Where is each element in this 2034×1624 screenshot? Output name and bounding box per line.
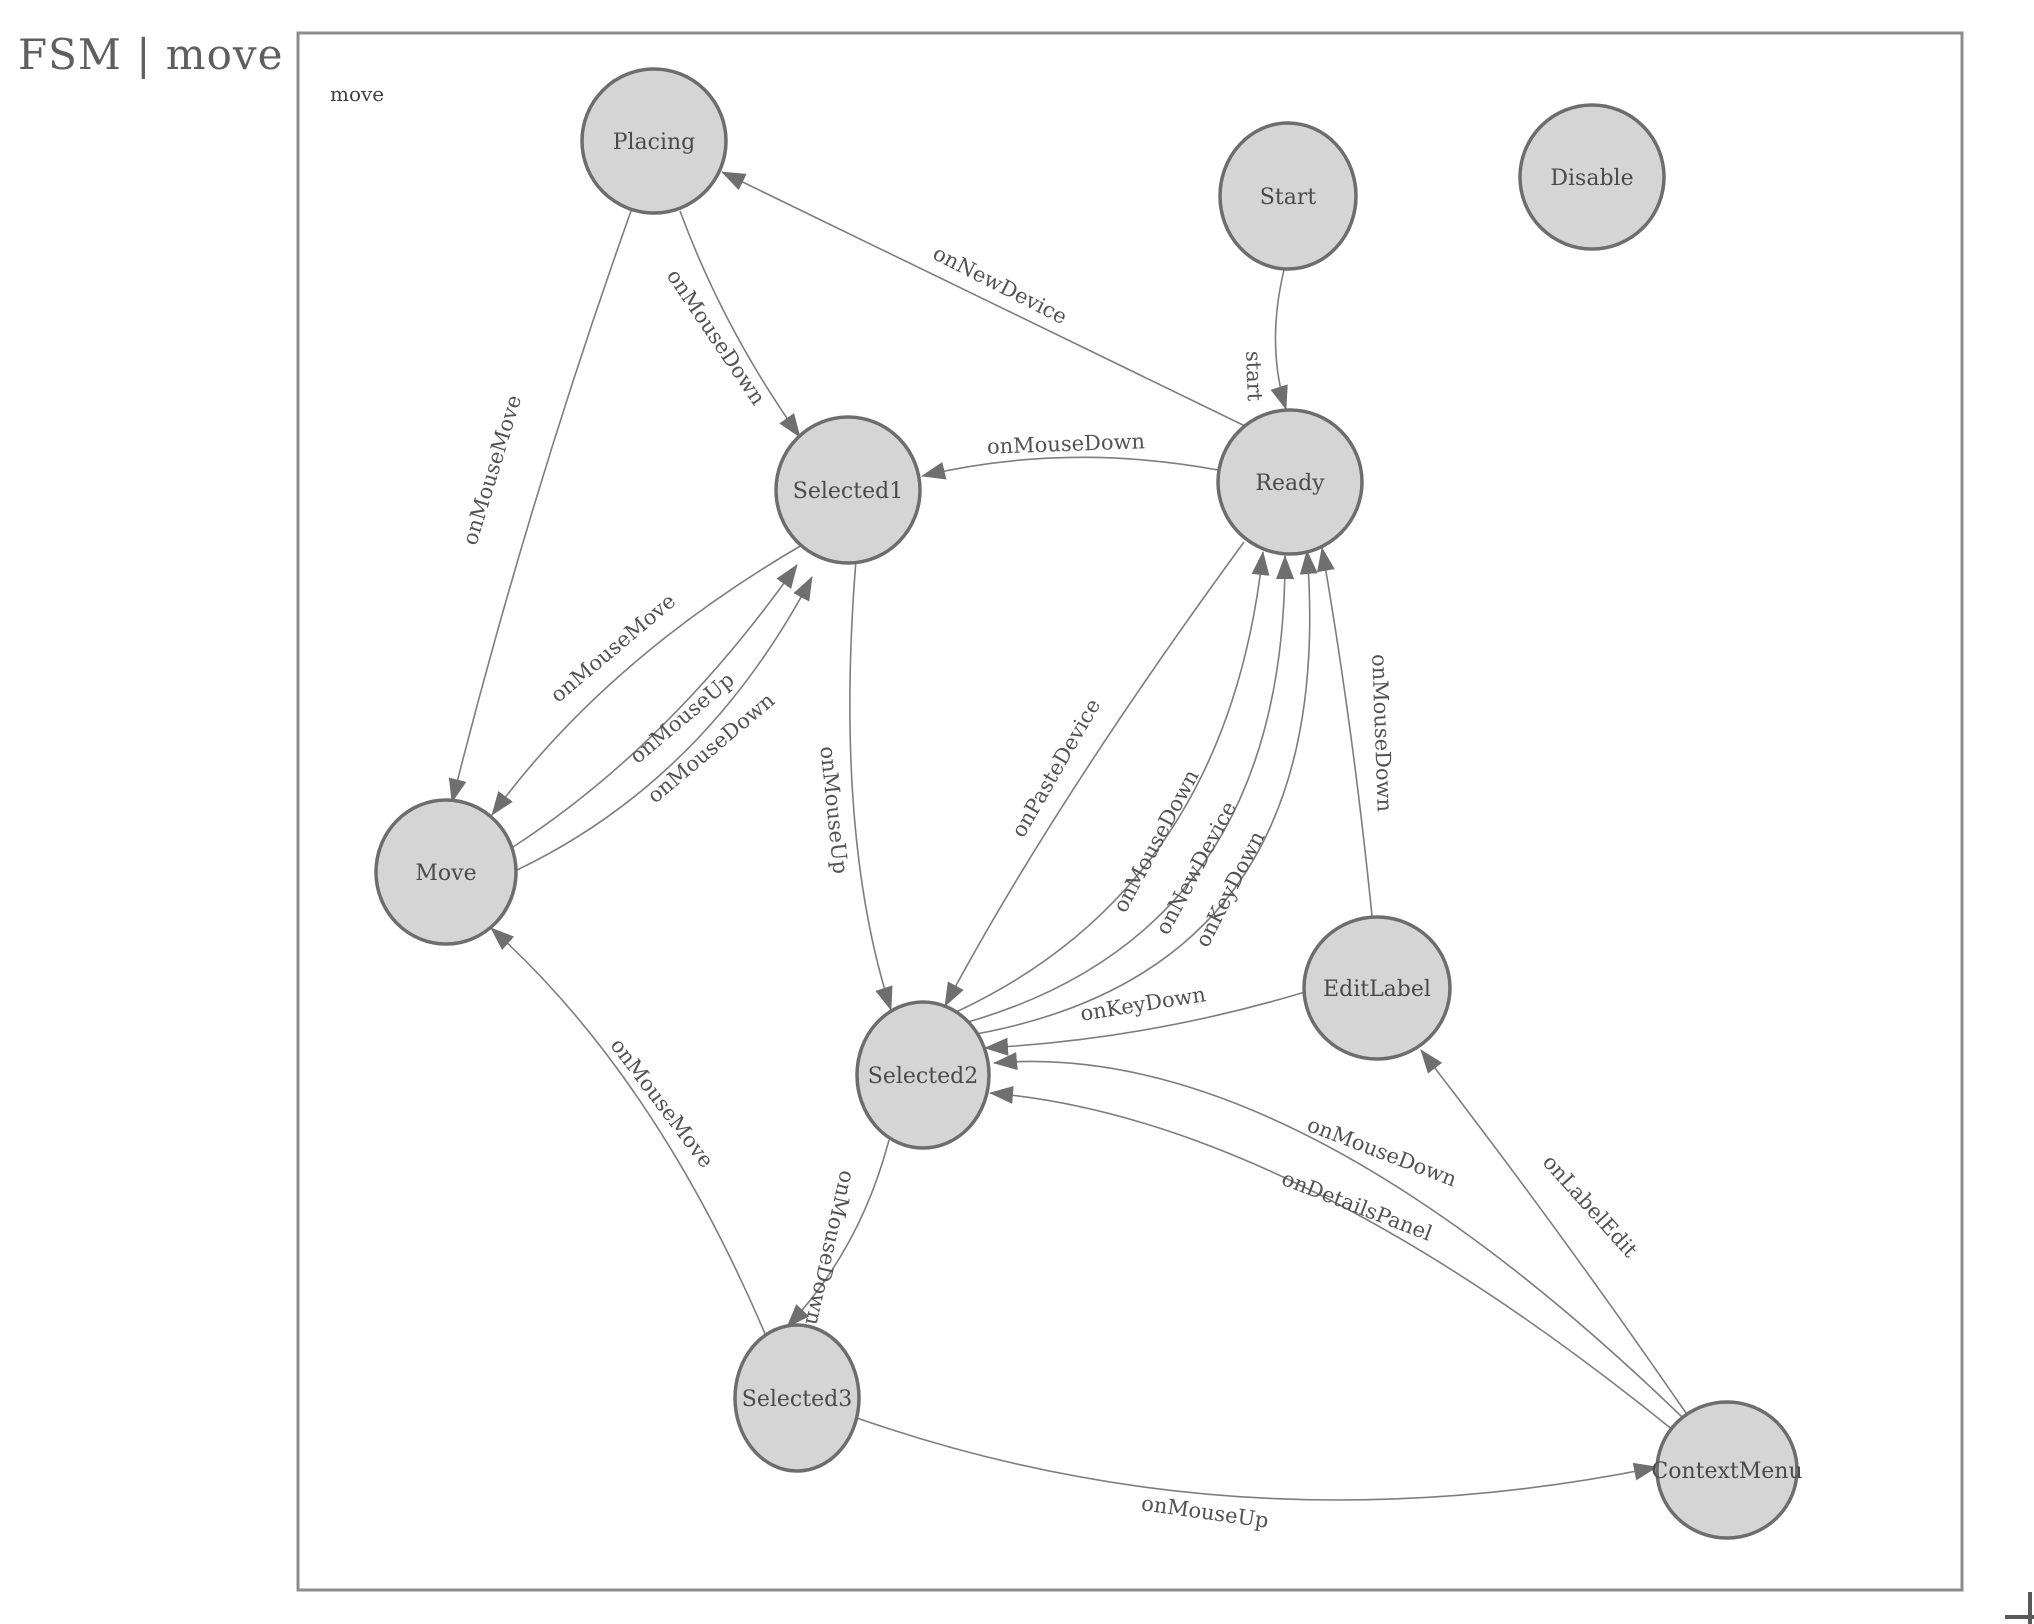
state-node-selected2: Selected2 — [855, 1000, 991, 1150]
edge-contextmenu-selected2-mousedown-label: onMouseDown — [1304, 1112, 1460, 1191]
edge-layer: start onNewDevice onMouseDown onMouseDow… — [448, 171, 1687, 1533]
state-node-start: Start — [1218, 121, 1358, 271]
edge-editlabel-ready: onMouseDown — [1317, 547, 1397, 917]
state-node-selected2-label: Selected2 — [868, 1064, 978, 1089]
edge-ready-selected2-line — [944, 541, 1245, 1007]
state-node-disable: Disable — [1518, 103, 1666, 251]
edge-selected3-contextmenu: onMouseUp — [856, 1417, 1658, 1533]
edge-selected1-selected2-line — [849, 559, 893, 1011]
state-node-ready-shape — [1216, 408, 1364, 556]
state-node-selected2-shape — [855, 1000, 991, 1150]
edge-contextmenu-editlabel-line — [1420, 1049, 1687, 1414]
edge-selected3-move: onMouseMove — [490, 927, 767, 1337]
state-node-start-shape — [1218, 121, 1358, 271]
edge-placing-selected1-label: onMouseDown — [662, 265, 770, 409]
state-node-placing-label: Placing — [613, 130, 696, 155]
state-node-contextmenu: ContextMenu — [1651, 1400, 1803, 1540]
edge-selected1-move-label: onMouseMove — [546, 589, 681, 707]
edge-ready-placing: onNewDevice — [721, 171, 1246, 427]
edge-contextmenu-selected2-detailspanel-label: onDetailsPanel — [1278, 1166, 1435, 1245]
state-node-disable-label: Disable — [1550, 166, 1633, 191]
edge-editlabel-selected2-label: onKeyDown — [1079, 982, 1208, 1026]
edge-ready-selected1: onMouseDown — [921, 429, 1219, 480]
edge-selected2-ready-mousedown: onMouseDown — [955, 551, 1270, 1013]
edge-ready-placing-label: onNewDevice — [929, 241, 1071, 329]
edge-placing-selected1-line — [679, 210, 801, 438]
edge-contextmenu-editlabel: onLabelEdit — [1420, 1049, 1687, 1414]
edge-selected2-ready-newdevice-line — [967, 555, 1295, 1023]
edge-selected2-ready-keydown: onKeyDown — [975, 550, 1318, 1035]
state-node-move-label: Move — [415, 861, 476, 886]
edge-move-selected1-mouseup-line — [512, 564, 798, 848]
canvas-name-label: move — [330, 82, 385, 106]
edge-editlabel-ready-label: onMouseDown — [1367, 654, 1397, 813]
edge-contextmenu-editlabel-label: onLabelEdit — [1538, 1150, 1643, 1262]
edge-selected2-selected3-line — [786, 1139, 890, 1328]
edge-placing-move-label: onMouseMove — [458, 392, 526, 548]
edge-placing-move-line — [448, 210, 632, 803]
edge-contextmenu-selected2-mousedown-line — [993, 1052, 1683, 1418]
state-node-editlabel: EditLabel — [1302, 915, 1452, 1061]
state-node-editlabel-label: EditLabel — [1323, 977, 1431, 1002]
state-node-editlabel-shape — [1302, 915, 1452, 1061]
edge-selected3-move-label: onMouseMove — [606, 1034, 719, 1173]
adjacent-panel-corner — [2005, 1592, 2034, 1624]
state-node-placing-shape — [580, 67, 728, 215]
state-node-ready: Ready — [1216, 408, 1364, 556]
state-node-move-shape — [374, 798, 518, 946]
edge-ready-placing-line — [721, 171, 1246, 427]
state-node-contextmenu-label: ContextMenu — [1651, 1459, 1802, 1484]
edge-selected2-selected3-label: onMouseDown — [801, 1168, 860, 1327]
page-title: FSM | move — [18, 30, 284, 79]
edge-selected2-ready-mousedown-line — [955, 551, 1270, 1013]
edge-ready-selected2-label: onPasteDevice — [1007, 695, 1106, 842]
edge-placing-move: onMouseMove — [448, 210, 632, 803]
node-layer: Placing Start Disable Ready Selected1 Mo — [374, 67, 1803, 1540]
edge-contextmenu-selected2-mousedown: onMouseDown — [993, 1052, 1683, 1418]
edge-ready-selected1-line — [921, 456, 1219, 480]
state-node-selected3: Selected3 — [733, 1323, 861, 1473]
edge-start-ready-label: start — [1241, 350, 1267, 402]
state-node-disable-shape — [1518, 103, 1666, 251]
edge-contextmenu-selected2-detailspanel-line — [989, 1085, 1680, 1436]
edge-editlabel-ready-line — [1317, 547, 1373, 917]
edge-editlabel-selected2: onKeyDown — [984, 982, 1306, 1056]
diagram-border-box — [296, 31, 1964, 1592]
state-node-ready-label: Ready — [1255, 471, 1325, 496]
edge-selected2-ready-keydown-line — [975, 550, 1318, 1035]
edge-selected2-ready-newdevice: onNewDevice — [967, 555, 1295, 1023]
edge-editlabel-selected2-line — [984, 991, 1306, 1056]
edge-selected3-move-line — [490, 927, 767, 1337]
state-node-selected3-shape — [733, 1323, 861, 1473]
edge-selected1-selected2: onMouseUp — [815, 559, 893, 1011]
edge-selected3-contextmenu-line — [856, 1417, 1658, 1501]
state-node-selected1-label: Selected1 — [793, 479, 903, 504]
state-node-start-label: Start — [1260, 185, 1317, 210]
state-node-move: Move — [374, 798, 518, 946]
state-node-selected1-shape — [774, 415, 922, 565]
edge-ready-selected1-label: onMouseDown — [987, 429, 1146, 459]
edge-selected1-move: onMouseMove — [491, 544, 803, 816]
edge-start-ready: start — [1241, 269, 1288, 410]
edge-start-ready-line — [1270, 269, 1288, 410]
edge-selected2-selected3: onMouseDown — [786, 1139, 890, 1328]
state-node-selected3-label: Selected3 — [742, 1387, 852, 1412]
edge-selected1-move-line — [491, 544, 803, 816]
state-node-contextmenu-shape — [1655, 1400, 1799, 1540]
state-node-placing: Placing — [580, 67, 728, 215]
edge-placing-selected1: onMouseDown — [662, 210, 801, 438]
edge-move-selected1-mousedown-line — [516, 576, 813, 871]
state-node-selected1: Selected1 — [774, 415, 922, 565]
edge-selected1-selected2-label: onMouseUp — [815, 745, 852, 875]
